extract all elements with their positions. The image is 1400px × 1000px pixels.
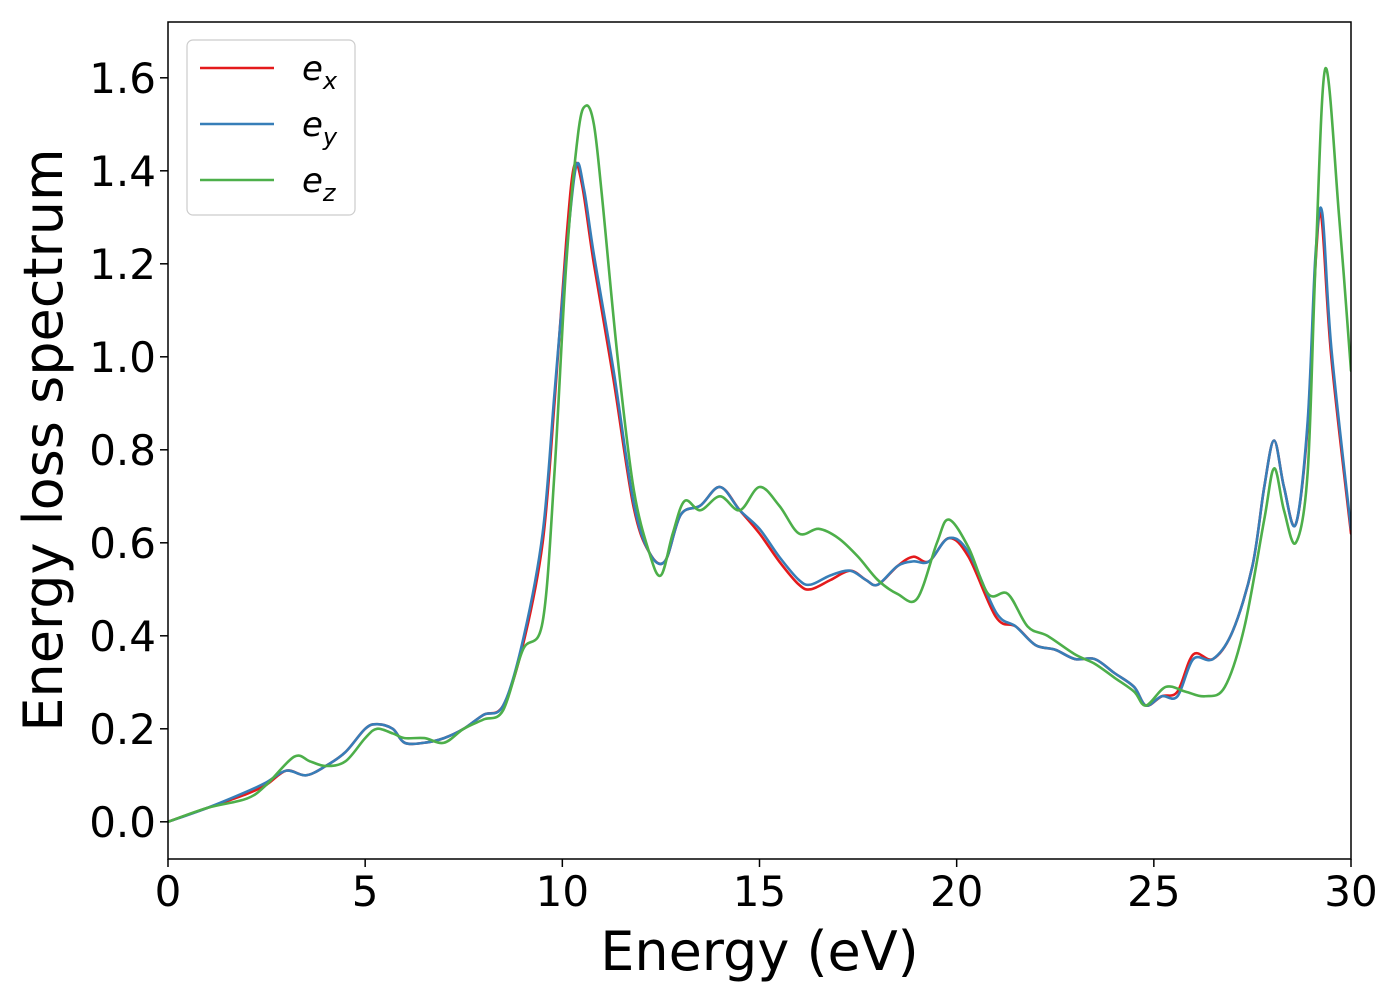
legend-label-subscript: y — [322, 123, 338, 151]
series-line-e-y — [168, 161, 1351, 824]
x-tick-label: 0 — [155, 867, 182, 916]
legend-label-base: e — [302, 105, 323, 145]
y-tick-label: 1.4 — [89, 147, 156, 196]
x-axis: 0 5 10 15 20 25 30 — [155, 859, 1378, 916]
y-tick-label: 1.6 — [89, 54, 156, 103]
x-tick-label: 5 — [352, 867, 379, 916]
legend-label-base: e — [302, 49, 323, 89]
legend-label: ez — [302, 161, 337, 207]
series-line-e-z — [168, 67, 1351, 824]
x-tick-label: 10 — [536, 867, 589, 916]
legend-label-subscript: z — [322, 179, 337, 207]
x-tick-label: 15 — [733, 867, 786, 916]
series-layer — [168, 67, 1351, 824]
y-tick-label: 0.0 — [89, 798, 156, 847]
y-tick-label: 0.6 — [89, 519, 156, 568]
y-tick-label: 0.2 — [89, 705, 156, 754]
x-tick-label: 25 — [1127, 867, 1180, 916]
y-tick-label: 0.4 — [89, 612, 156, 661]
x-tick-label: 20 — [930, 867, 983, 916]
legend-label-subscript: x — [322, 67, 338, 95]
legend-label: ey — [302, 105, 338, 151]
x-axis-title: Energy (eV) — [600, 920, 919, 983]
legend-label-base: e — [302, 161, 323, 201]
x-tick-label: 30 — [1324, 867, 1377, 916]
y-axis: 0.0 0.2 0.4 0.6 0.8 1.0 1.2 1.4 1.6 — [89, 54, 168, 847]
y-tick-label: 1.0 — [89, 333, 156, 382]
y-tick-label: 1.2 — [89, 240, 156, 289]
y-axis-title: Energy loss spectrum — [12, 148, 75, 731]
legend-label: ex — [302, 49, 338, 95]
legend-box — [186, 39, 356, 216]
y-tick-label: 0.8 — [89, 426, 156, 475]
